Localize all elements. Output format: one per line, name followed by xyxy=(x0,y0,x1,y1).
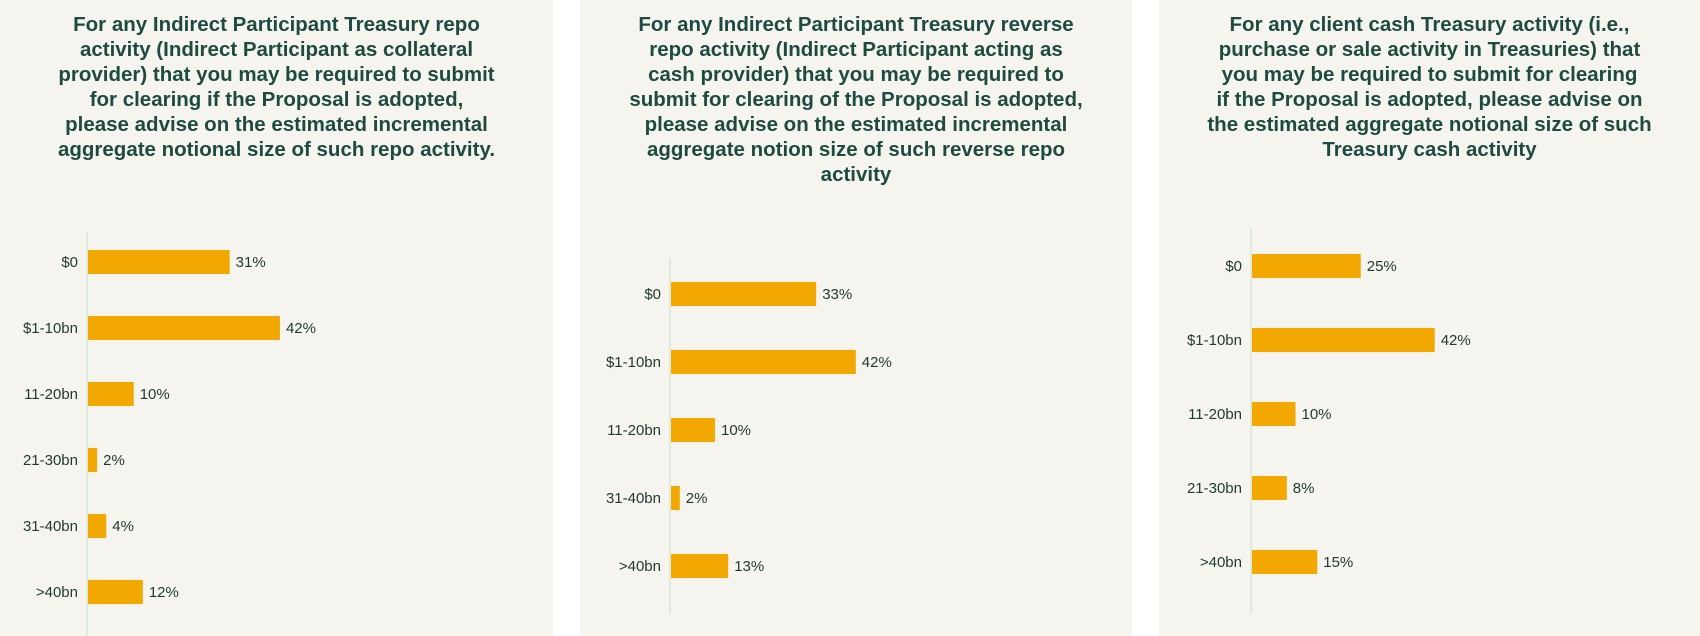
data-label: 13% xyxy=(734,558,764,575)
bar xyxy=(1252,402,1296,426)
bar xyxy=(1252,328,1435,352)
category-label: 21-30bn xyxy=(23,452,78,469)
data-label: 10% xyxy=(1302,406,1332,423)
bar xyxy=(671,418,715,442)
data-label: 31% xyxy=(236,254,266,271)
category-label: $1-10bn xyxy=(23,320,78,337)
category-label: >40bn xyxy=(36,584,78,601)
category-label: 31-40bn xyxy=(23,518,78,535)
bar xyxy=(671,486,680,510)
bar xyxy=(88,580,143,604)
bar-chart-cash: $0 25% $1-10bn 42% 11-20bn 10% 21-30bn 8% >40bn 1… xyxy=(1187,228,1471,614)
category-label: $0 xyxy=(1225,258,1242,275)
bar xyxy=(671,350,856,374)
category-label: >40bn xyxy=(1200,554,1242,571)
category-label: 11-20bn xyxy=(1188,406,1242,423)
chart-panel-cash: For any client cash Treasury activity (i… xyxy=(1159,0,1700,636)
bar-chart-reverse-repo: $0 33% $1-10bn 42% 11-20bn 10% 31-40bn 2% >40bn 1… xyxy=(606,258,892,614)
data-label: 12% xyxy=(149,584,179,601)
data-label: 33% xyxy=(822,286,852,303)
data-label: 10% xyxy=(721,422,751,439)
bar xyxy=(671,554,729,578)
data-label: 15% xyxy=(1323,554,1353,571)
category-label: 11-20bn xyxy=(24,386,78,403)
bar xyxy=(88,316,280,340)
bar xyxy=(88,250,230,274)
bar xyxy=(1252,550,1318,574)
chart-title: For any Indirect Participant Treasury re… xyxy=(629,13,1083,186)
category-label: 31-40bn xyxy=(606,490,661,507)
category-label: $0 xyxy=(644,286,661,303)
chart-title: For any Indirect Participant Treasury re… xyxy=(57,13,496,161)
chart-panel-repo: For any Indirect Participant Treasury re… xyxy=(0,0,553,636)
category-label: 21-30bn xyxy=(1187,480,1242,497)
data-label: 8% xyxy=(1293,480,1315,497)
data-label: 42% xyxy=(1441,332,1471,349)
bar-chart-repo: $0 31% $1-10bn 42% 11-20bn 10% 21-30bn 2% 31-40b… xyxy=(23,232,316,636)
bar xyxy=(88,514,107,538)
data-label: 42% xyxy=(286,320,316,337)
category-label: 11-20bn xyxy=(607,422,661,439)
data-label: 25% xyxy=(1367,258,1397,275)
category-label: $1-10bn xyxy=(606,354,661,371)
data-label: 2% xyxy=(103,452,125,469)
data-label: 4% xyxy=(112,518,134,535)
data-label: 10% xyxy=(140,386,170,403)
bar xyxy=(88,382,134,406)
bar xyxy=(1252,476,1287,500)
category-label: $1-10bn xyxy=(1187,332,1242,349)
data-label: 42% xyxy=(862,354,892,371)
chart-title: For any client cash Treasury activity (i… xyxy=(1207,13,1652,161)
category-label: $0 xyxy=(61,254,78,271)
bar xyxy=(671,282,817,306)
bar xyxy=(1252,254,1361,278)
bar xyxy=(88,448,98,472)
chart-panel-reverse-repo: For any Indirect Participant Treasury re… xyxy=(580,0,1132,636)
category-label: >40bn xyxy=(619,558,661,575)
data-label: 2% xyxy=(686,490,708,507)
